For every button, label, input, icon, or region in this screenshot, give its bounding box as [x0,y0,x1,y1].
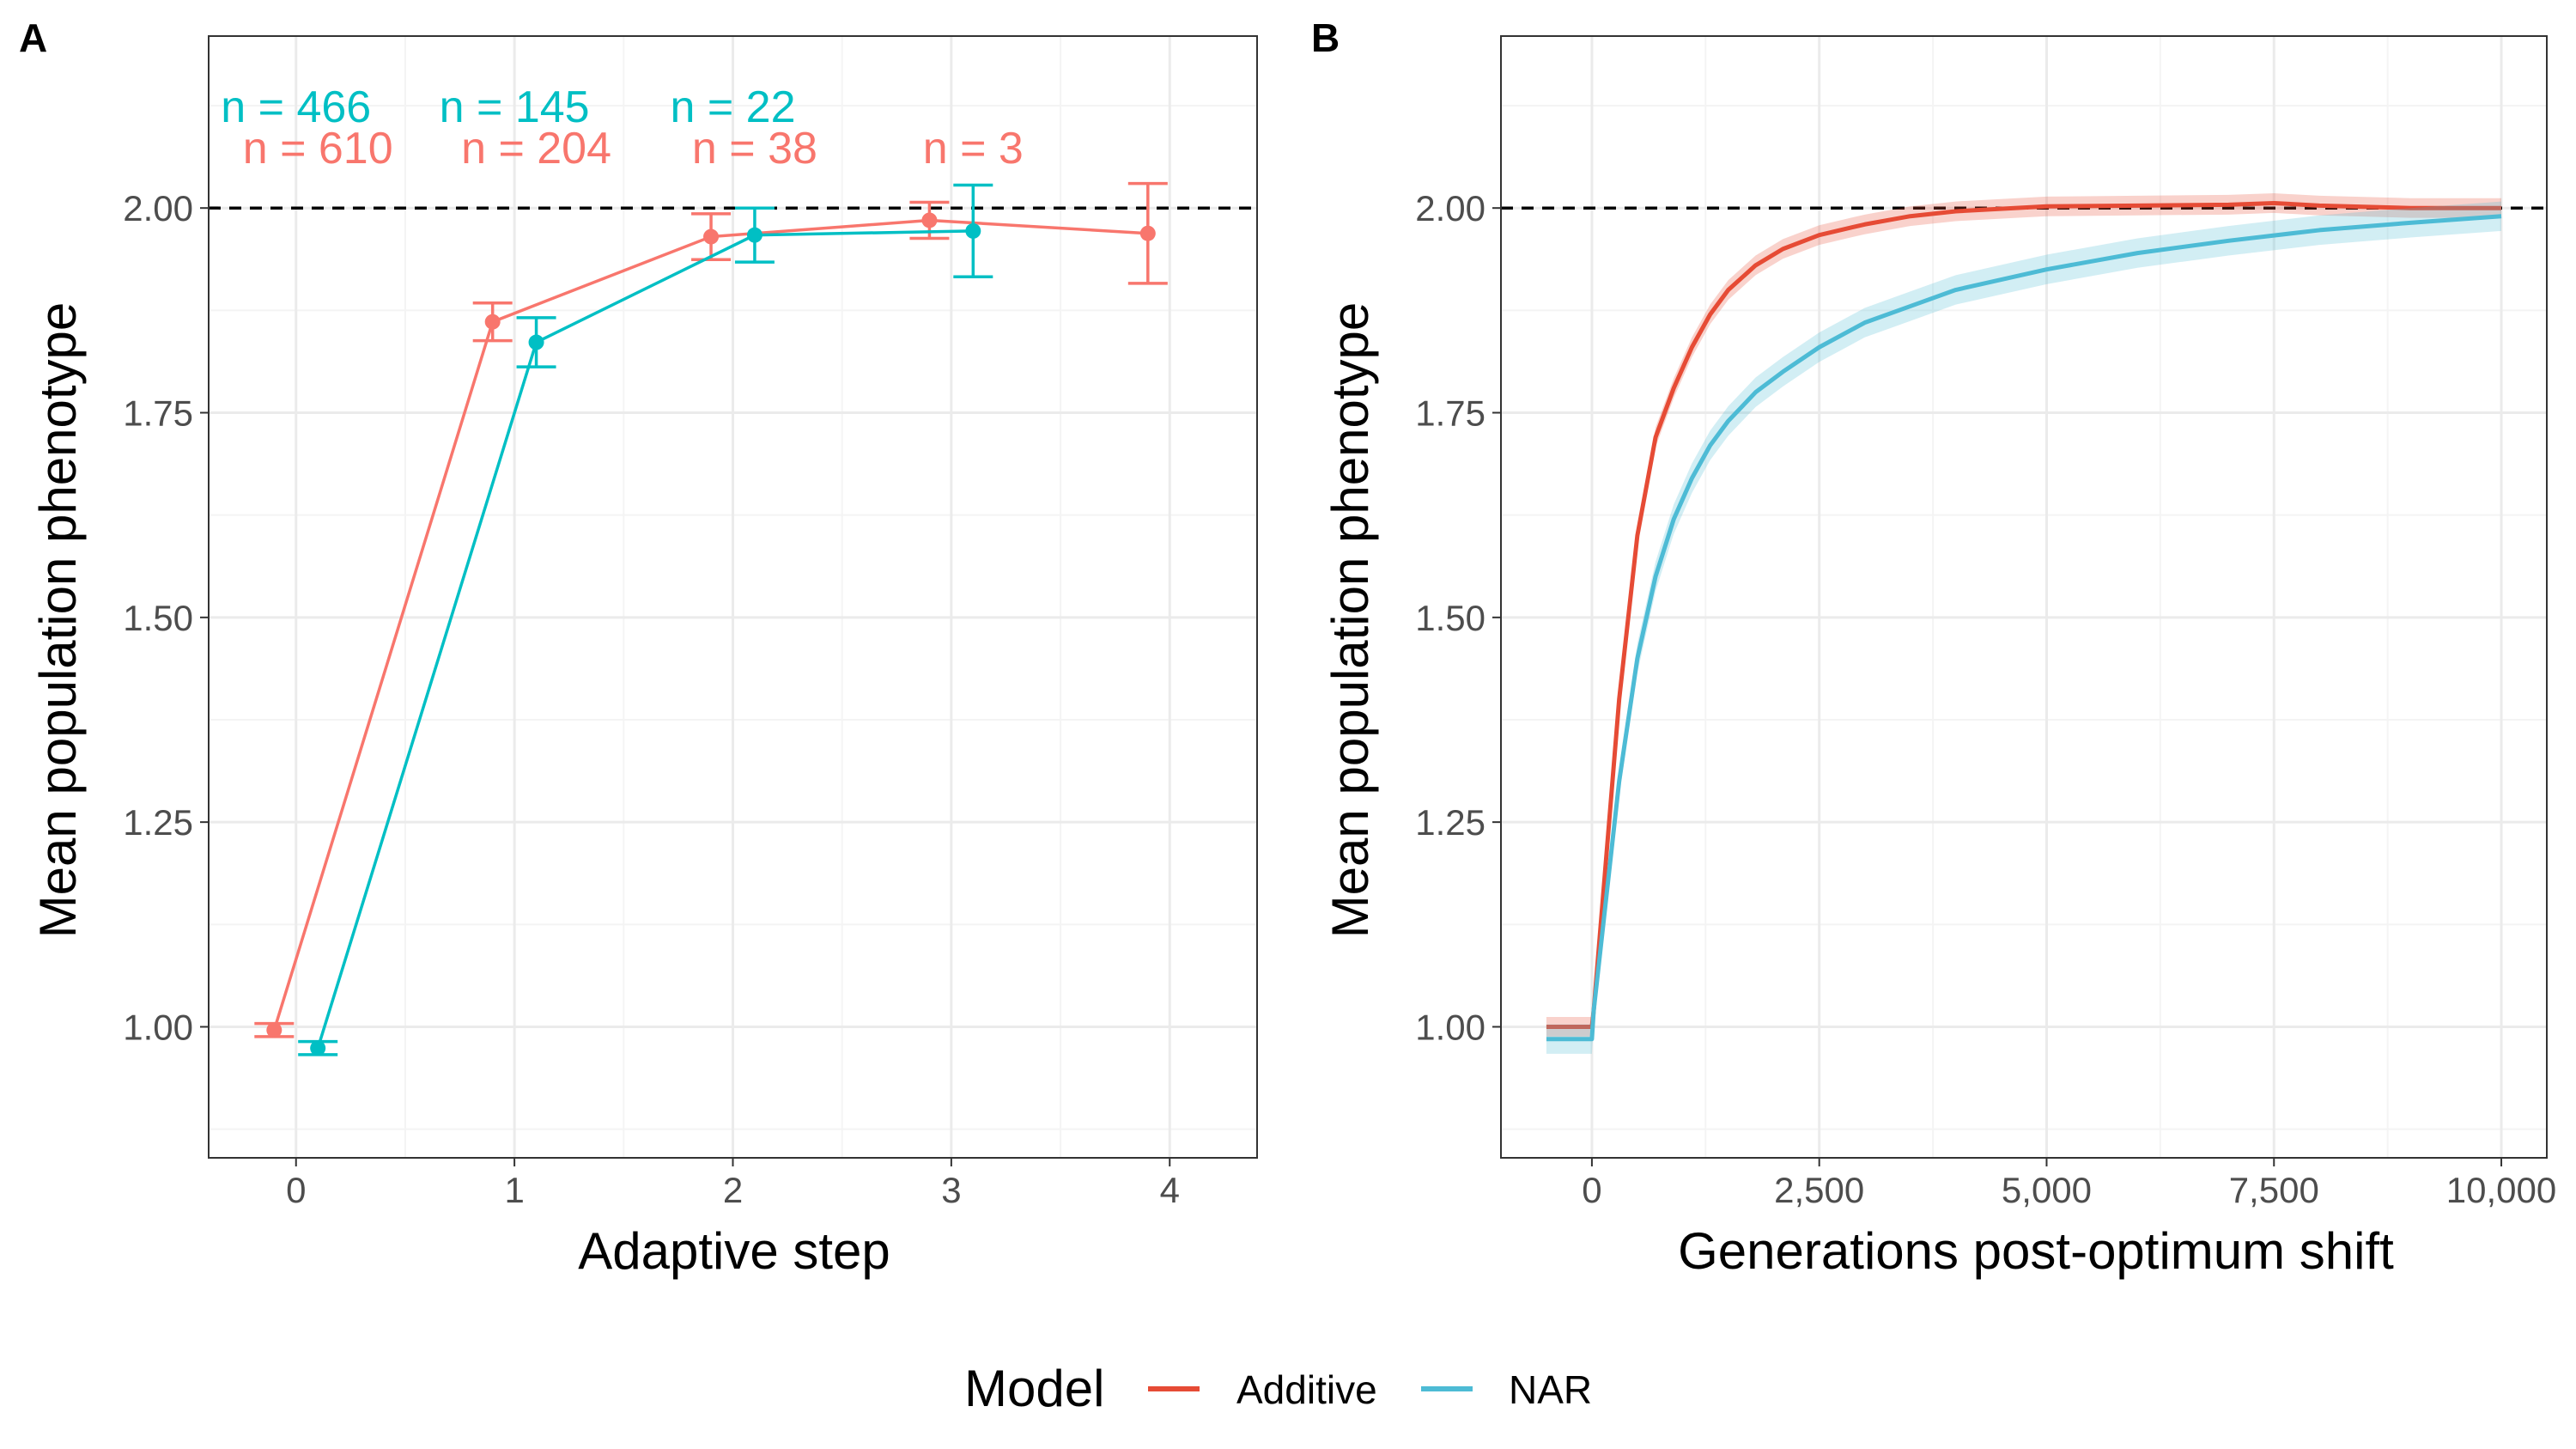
panel-b-tag: B [1311,15,1340,60]
legend-label-additive: Additive [1236,1367,1377,1412]
y-tick-label: 1.00 [1415,1007,1485,1047]
y-tick-label: 1.75 [1415,393,1485,434]
y-tick-label: 1.50 [1415,598,1485,638]
x-tick-label: 10,000 [2446,1170,2556,1210]
series-line-nar [316,229,974,1049]
count-annotation-additive: n = 38 [692,124,817,174]
data-point-additive [484,314,501,330]
count-annotation-additive: n = 610 [243,124,393,174]
panel-b-x-axis-label: Generations post-optimum shift [1678,1222,2394,1280]
count-annotation-nar: n = 22 [670,82,795,132]
y-tick-label: 1.75 [123,393,193,434]
x-tick-label: 2 [723,1170,743,1210]
x-tick-label: 7,500 [2229,1170,2319,1210]
count-annotation-nar: n = 466 [221,82,371,132]
panel-b-chart: 1.00 1.25 1.50 1.75 2.00 0 2,500 5,000 7,500 10,0… [1415,35,2556,1210]
y-tick-label: 2.00 [123,188,193,228]
legend-title: Model [964,1360,1104,1417]
data-point-additive [266,1022,283,1038]
data-point-additive [703,228,720,245]
data-point-nar [965,222,981,239]
y-tick-label: 1.00 [123,1007,193,1047]
panel-a-chart: 1.001.251.501.752.000 1 2 3 4n = 610 n = 204 n… [123,35,1258,1210]
y-tick-label: 1.25 [1415,802,1485,843]
data-point-additive [921,212,938,228]
legend: Model Additive NAR [964,1360,1592,1417]
x-tick-label: 0 [1582,1170,1601,1210]
panel-a-x-axis-label: Adaptive step [578,1222,890,1280]
panel-a-tag: A [19,15,47,60]
count-annotation-additive: n = 3 [923,124,1024,174]
data-point-additive [1139,225,1156,241]
series-line-nar [1546,214,2502,1042]
series-line-additive [1546,200,2502,1029]
legend-label-nar: NAR [1509,1367,1592,1412]
panel-border [208,35,1258,1159]
x-tick-label: 1 [504,1170,524,1210]
x-tick-label: 2,500 [1774,1170,1864,1210]
data-point-nar [528,334,544,350]
panel-a-y-axis-label: Mean population phenotype [29,302,87,939]
y-tick-label: 1.50 [123,598,193,638]
x-tick-label: 0 [286,1170,306,1210]
panel-b-y-axis-label: Mean population phenotype [1321,302,1379,939]
panel-border [1500,35,2548,1159]
x-tick-label: 5,000 [2002,1170,2092,1210]
count-annotation-additive: n = 204 [461,124,611,174]
y-tick-label: 2.00 [1415,188,1485,228]
x-tick-label: 4 [1160,1170,1180,1210]
data-point-nar [746,227,762,243]
data-point-nar [310,1040,326,1056]
y-tick-label: 1.25 [123,802,193,843]
count-annotation-nar: n = 145 [440,82,590,132]
x-tick-label: 3 [941,1170,961,1210]
